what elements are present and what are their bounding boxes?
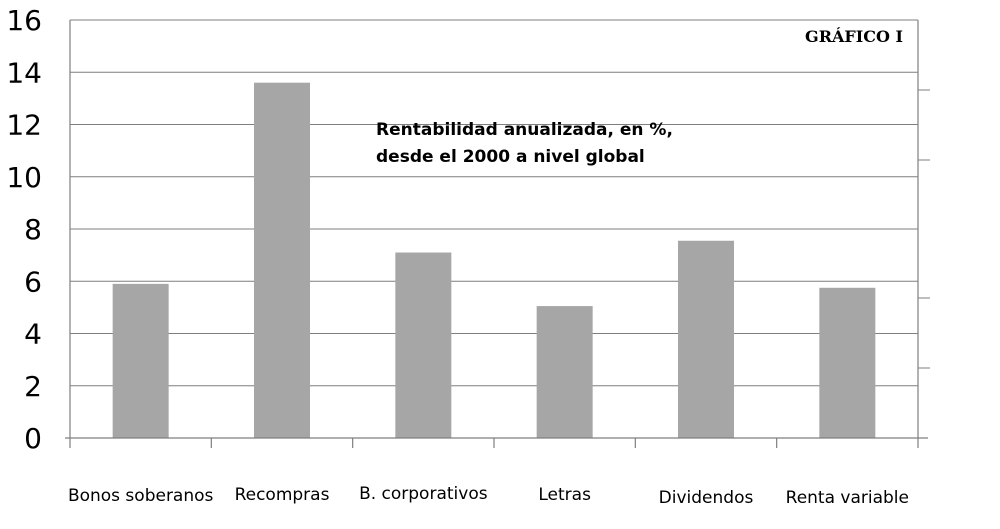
y-tick-label: 2 — [24, 370, 42, 403]
bars — [112, 82, 876, 438]
x-tick-labels: Bonos soberanos Recompras B. corporativos L… — [68, 484, 909, 508]
y-tick-label: 10 — [6, 161, 42, 194]
annotation-line-1: Rentabilidad anualizada, en %, — [376, 120, 673, 140]
x-tick-label: Bonos soberanos — [68, 486, 214, 506]
x-tick-label: Dividendos — [659, 488, 754, 508]
bar-2 — [395, 252, 452, 438]
bar-5 — [819, 287, 876, 438]
annotation-line-2: desde el 2000 a nivel global — [376, 147, 645, 167]
y-tick-label: 4 — [24, 318, 42, 351]
y-tick-label: 16 — [6, 4, 42, 37]
x-tick-label: Renta variable — [786, 488, 909, 508]
x-tick-label: Recompras — [235, 485, 330, 505]
gridlines — [70, 19, 918, 387]
y-tick-labels: 0 2 4 6 8 10 12 14 16 — [6, 4, 42, 455]
axes — [65, 20, 930, 448]
bar-4 — [678, 240, 734, 438]
bar-3 — [536, 306, 593, 438]
x-tick-label: Letras — [538, 485, 591, 505]
x-tick-label: B. corporativos — [359, 484, 488, 504]
bar-0 — [112, 283, 169, 438]
y-tick-label: 14 — [6, 56, 42, 89]
y-tick-label: 12 — [6, 109, 42, 142]
y-tick-label: 8 — [24, 213, 42, 246]
y-tick-label: 0 — [24, 422, 42, 455]
chart-badge: GRÁFICO I — [805, 26, 903, 46]
bar-1 — [254, 82, 310, 438]
y-tick-label: 6 — [24, 265, 42, 298]
